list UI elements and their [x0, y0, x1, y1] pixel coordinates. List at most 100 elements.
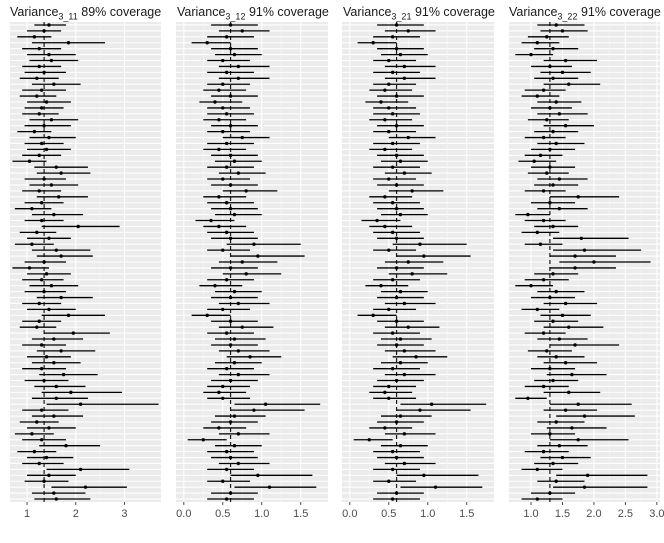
estimate-point — [224, 70, 229, 75]
estimate-point — [57, 195, 61, 199]
estimate-point — [529, 52, 533, 57]
estimate-point — [27, 266, 32, 270]
estimate-point — [240, 29, 244, 33]
estimate-point — [78, 402, 83, 406]
estimate-point — [567, 325, 571, 329]
estimate-point — [390, 165, 395, 169]
estimate-point — [551, 461, 555, 466]
estimate-point — [224, 165, 229, 169]
estimate-point — [383, 224, 387, 229]
estimate-point — [402, 64, 407, 69]
estimate-point — [394, 455, 399, 460]
estimate-point — [42, 260, 46, 264]
estimate-point — [42, 29, 46, 33]
estimate-point — [39, 343, 44, 347]
estimate-point — [221, 248, 225, 252]
estimate-point — [32, 129, 37, 134]
estimate-point — [398, 361, 403, 365]
estimate-point — [47, 52, 51, 57]
estimate-point — [545, 118, 549, 122]
estimate-point — [390, 497, 395, 501]
estimate-point — [37, 319, 41, 323]
estimate-point — [64, 444, 68, 448]
x-tick-label: 1.5 — [459, 508, 474, 520]
estimate-point — [221, 479, 225, 483]
estimate-point — [224, 497, 229, 501]
estimate-point — [69, 390, 73, 395]
estimate-point — [47, 23, 51, 27]
estimate-point — [592, 260, 596, 264]
estimate-point — [42, 177, 46, 181]
estimate-point — [526, 212, 530, 217]
estimate-point — [47, 473, 51, 478]
estimate-point — [209, 218, 213, 223]
estimate-point — [548, 201, 552, 205]
estimate-point — [383, 147, 387, 152]
estimate-point — [579, 236, 584, 240]
estimate-point — [551, 378, 555, 383]
estimate-point — [387, 248, 391, 252]
estimate-point — [44, 272, 49, 276]
estimate-point — [541, 135, 546, 140]
estimate-point — [244, 189, 248, 193]
estimate-point — [548, 165, 552, 169]
estimate-point — [406, 325, 410, 329]
estimate-point — [538, 242, 543, 246]
x-tick-label: 2.0 — [586, 508, 601, 520]
estimate-point — [252, 408, 256, 412]
estimate-point — [541, 88, 546, 92]
estimate-point — [551, 76, 555, 80]
estimate-point — [76, 224, 80, 229]
estimate-point — [383, 426, 387, 430]
estimate-point — [548, 295, 552, 300]
estimate-point — [554, 420, 558, 424]
estimate-point — [538, 153, 543, 158]
estimate-point — [398, 52, 403, 57]
estimate-point — [548, 147, 552, 152]
estimate-point — [529, 284, 533, 288]
estimate-point — [560, 70, 565, 75]
estimate-point — [563, 361, 568, 365]
estimate-point — [390, 467, 395, 472]
estimate-point — [213, 284, 217, 288]
estimate-point — [563, 58, 568, 63]
estimate-point — [387, 177, 391, 181]
x-tick-label: 3.0 — [649, 508, 664, 520]
estimate-point — [398, 289, 403, 294]
estimate-point — [371, 41, 375, 45]
estimate-point — [228, 46, 233, 51]
estimate-point — [387, 384, 391, 389]
estimate-point — [228, 124, 233, 128]
estimate-point — [83, 485, 88, 489]
estimate-point — [429, 402, 434, 406]
estimate-point — [224, 331, 229, 335]
estimate-point — [52, 212, 56, 217]
estimate-point — [551, 183, 555, 187]
estimate-point — [37, 189, 41, 193]
estimate-point — [557, 177, 562, 181]
estimate-point — [39, 366, 44, 371]
estimate-point — [37, 64, 41, 69]
estimate-point — [557, 444, 562, 448]
estimate-point — [30, 206, 34, 211]
estimate-point — [59, 349, 63, 353]
x-tick-label: 0.0 — [342, 508, 357, 520]
estimate-point — [394, 319, 399, 323]
estimate-point — [32, 449, 37, 454]
estimate-point — [394, 46, 399, 51]
estimate-point — [383, 390, 387, 395]
estimate-point — [221, 82, 225, 86]
estimate-point — [541, 331, 546, 335]
estimate-point — [551, 319, 555, 323]
estimate-point — [54, 248, 58, 252]
estimate-point — [394, 491, 399, 495]
estimate-point — [217, 195, 221, 199]
estimate-point — [394, 236, 399, 240]
estimate-point — [554, 23, 558, 27]
estimate-point — [576, 402, 580, 406]
estimate-point — [545, 35, 549, 39]
estimate-point — [35, 325, 39, 329]
estimate-point — [39, 141, 44, 146]
estimate-point — [232, 159, 237, 163]
